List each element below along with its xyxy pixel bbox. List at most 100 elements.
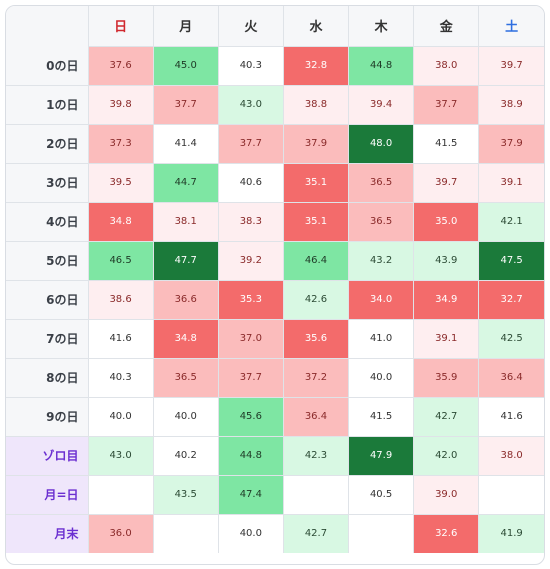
row-label: 6の日 bbox=[6, 279, 89, 320]
value-cell-tue: 40.6 bbox=[217, 162, 284, 203]
value-cell-wed: 42.6 bbox=[282, 279, 350, 320]
value-cell-tue: 37.7 bbox=[217, 123, 284, 164]
value-cell-sun: 41.6 bbox=[87, 318, 154, 359]
value-cell-thu: 48.0 bbox=[348, 123, 415, 164]
value-cell-sat: 41.6 bbox=[478, 396, 544, 437]
table-row: 0の日 37.6 45.0 40.3 32.8 44.8 38.0 39.7 bbox=[6, 45, 544, 86]
value-cell-wed: 35.6 bbox=[282, 318, 350, 359]
value-cell-wed: 42.3 bbox=[282, 435, 350, 476]
value-cell-fri: 39.0 bbox=[413, 474, 480, 515]
table-row: 4の日 34.8 38.1 38.3 35.1 36.5 35.0 42.1 bbox=[6, 201, 544, 242]
value-cell-mon: 36.5 bbox=[152, 357, 219, 398]
value-cell-mon: 37.7 bbox=[152, 84, 219, 125]
value-cell-thu: 41.5 bbox=[348, 396, 415, 437]
value-cell-sun: 39.5 bbox=[87, 162, 154, 203]
value-cell-wed: 32.8 bbox=[282, 45, 350, 86]
value-cell-wed: 35.1 bbox=[282, 162, 350, 203]
table-row: 9の日 40.0 40.0 45.6 36.4 41.5 42.7 41.6 bbox=[6, 396, 544, 437]
header-row: 日 月 火 水 木 金 土 bbox=[6, 6, 544, 46]
table-row: ゾロ目 43.0 40.2 44.8 42.3 47.9 42.0 38.0 bbox=[6, 435, 544, 476]
value-cell-fri: 37.7 bbox=[413, 84, 480, 125]
table-row: 7の日 41.6 34.8 37.0 35.6 41.0 39.1 42.5 bbox=[6, 318, 544, 359]
value-cell-thu: 34.0 bbox=[348, 279, 415, 320]
value-cell-sun: 43.0 bbox=[87, 435, 154, 476]
value-cell-mon: 41.4 bbox=[152, 123, 219, 164]
value-cell-tue: 37.7 bbox=[217, 357, 284, 398]
value-cell-thu: 47.9 bbox=[348, 435, 415, 476]
value-cell-tue: 37.0 bbox=[217, 318, 284, 359]
value-cell-sun: 37.6 bbox=[87, 45, 154, 86]
row-label: 4の日 bbox=[6, 201, 89, 242]
row-label: 0の日 bbox=[6, 46, 89, 86]
value-cell-sat: 39.1 bbox=[478, 162, 544, 203]
table-row: 2の日 37.3 41.4 37.7 37.9 48.0 41.5 37.9 bbox=[6, 123, 544, 164]
value-cell-fri: 35.0 bbox=[413, 201, 480, 242]
value-cell-mon: 45.0 bbox=[152, 45, 219, 86]
value-cell-thu: 44.8 bbox=[348, 45, 415, 86]
value-cell-sat: 39.7 bbox=[478, 45, 544, 86]
value-cell-mon bbox=[152, 513, 219, 553]
day-header-sat: 土 bbox=[478, 6, 544, 46]
value-cell-fri: 43.9 bbox=[413, 240, 480, 281]
value-cell-wed: 37.2 bbox=[282, 357, 350, 398]
value-cell-wed bbox=[282, 474, 350, 515]
value-cell-mon: 43.5 bbox=[152, 474, 219, 515]
value-cell-sat: 42.5 bbox=[478, 318, 544, 359]
value-cell-sat: 38.0 bbox=[478, 435, 544, 476]
value-cell-mon: 44.7 bbox=[152, 162, 219, 203]
row-label: 月=日 bbox=[6, 474, 89, 515]
row-label: 9の日 bbox=[6, 396, 89, 437]
value-cell-mon: 38.1 bbox=[152, 201, 219, 242]
value-cell-wed: 42.7 bbox=[282, 513, 350, 553]
value-cell-fri: 39.7 bbox=[413, 162, 480, 203]
value-cell-thu: 40.5 bbox=[348, 474, 415, 515]
value-cell-thu: 41.0 bbox=[348, 318, 415, 359]
row-label: 8の日 bbox=[6, 357, 89, 398]
value-cell-fri: 38.0 bbox=[413, 45, 480, 86]
value-cell-mon: 40.2 bbox=[152, 435, 219, 476]
value-cell-fri: 42.0 bbox=[413, 435, 480, 476]
value-cell-sat: 47.5 bbox=[478, 240, 544, 281]
value-cell-tue: 47.4 bbox=[217, 474, 284, 515]
row-label: ゾロ目 bbox=[6, 435, 89, 476]
heatmap-table-container: 日 月 火 水 木 金 土 0の日 37.6 45.0 40.3 32.8 44.8 38.… bbox=[5, 5, 545, 565]
value-cell-thu: 36.5 bbox=[348, 162, 415, 203]
value-cell-sun: 40.3 bbox=[87, 357, 154, 398]
table-row: 月=日 43.5 47.4 40.5 39.0 bbox=[6, 474, 544, 515]
value-cell-thu bbox=[348, 513, 415, 553]
value-cell-wed: 38.8 bbox=[282, 84, 350, 125]
value-cell-sat: 42.1 bbox=[478, 201, 544, 242]
value-cell-sun: 46.5 bbox=[87, 240, 154, 281]
value-cell-fri: 39.1 bbox=[413, 318, 480, 359]
value-cell-thu: 36.5 bbox=[348, 201, 415, 242]
value-cell-thu: 40.0 bbox=[348, 357, 415, 398]
day-header-tue: 火 bbox=[217, 6, 284, 46]
value-cell-sun: 37.3 bbox=[87, 123, 154, 164]
value-cell-fri: 34.9 bbox=[413, 279, 480, 320]
day-header-fri: 金 bbox=[413, 6, 480, 46]
value-cell-sun: 38.6 bbox=[87, 279, 154, 320]
value-cell-thu: 39.4 bbox=[348, 84, 415, 125]
day-header-wed: 水 bbox=[282, 6, 350, 46]
value-cell-wed: 37.9 bbox=[282, 123, 350, 164]
value-cell-tue: 35.3 bbox=[217, 279, 284, 320]
day-header-sun: 日 bbox=[87, 6, 154, 46]
value-cell-sun: 36.0 bbox=[87, 513, 154, 553]
table-row: 月末 36.0 40.0 42.7 32.6 41.9 bbox=[6, 513, 544, 553]
value-cell-tue: 40.0 bbox=[217, 513, 284, 553]
value-cell-wed: 46.4 bbox=[282, 240, 350, 281]
row-label: 月末 bbox=[6, 513, 89, 553]
value-cell-fri: 41.5 bbox=[413, 123, 480, 164]
value-cell-sat: 37.9 bbox=[478, 123, 544, 164]
corner-cell bbox=[6, 6, 89, 46]
row-label: 1の日 bbox=[6, 84, 89, 125]
value-cell-sun: 39.8 bbox=[87, 84, 154, 125]
value-cell-fri: 35.9 bbox=[413, 357, 480, 398]
value-cell-tue: 38.3 bbox=[217, 201, 284, 242]
table-row: 6の日 38.6 36.6 35.3 42.6 34.0 34.9 32.7 bbox=[6, 279, 544, 320]
value-cell-tue: 40.3 bbox=[217, 45, 284, 86]
value-cell-sun: 40.0 bbox=[87, 396, 154, 437]
value-cell-tue: 44.8 bbox=[217, 435, 284, 476]
row-label: 3の日 bbox=[6, 162, 89, 203]
value-cell-sun: 34.8 bbox=[87, 201, 154, 242]
